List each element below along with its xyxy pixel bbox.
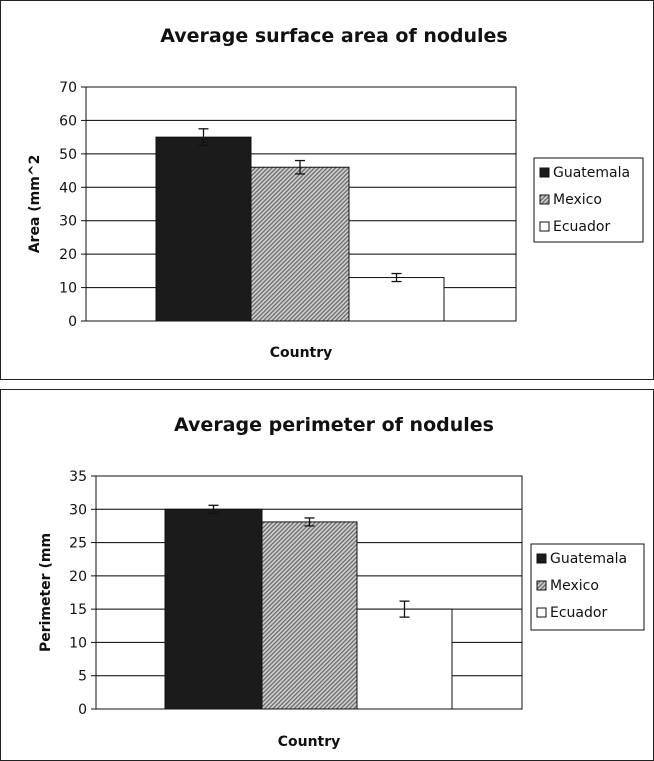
legend-swatch-mexico	[539, 194, 550, 205]
area-chart-panel: Average surface area of nodules 0 10 20 30 40…	[0, 0, 654, 380]
perimeter-chart-panel: Average perimeter of nodules 0 5 10 15 20 25 30…	[0, 389, 654, 761]
chart-title: Average surface area of nodules	[160, 25, 508, 47]
y-tick-label: 10	[69, 635, 87, 651]
y-tick-label: 70	[59, 80, 77, 96]
area-chart: Average surface area of nodules 0 10 20 30 40…	[27, 25, 644, 361]
legend-label-mexico: Mexico	[550, 578, 599, 594]
legend-label-mexico: Mexico	[553, 192, 602, 208]
y-tick-label: 0	[78, 702, 87, 718]
legend-swatch-ecuador	[536, 607, 547, 618]
legend-swatch-guatemala	[539, 167, 550, 178]
legend-label-guatemala: Guatemala	[553, 165, 630, 181]
bar-mexico	[250, 166, 350, 322]
y-tick-label: 0	[68, 314, 77, 330]
legend-label-ecuador: Ecuador	[553, 219, 610, 235]
y-tick-label: 20	[59, 247, 77, 263]
y-tick-label: 10	[59, 281, 77, 297]
legend-box	[530, 543, 645, 631]
y-tick-label: 30	[69, 502, 87, 518]
x-axis-label: Country	[278, 734, 341, 750]
bar-guatemala	[164, 508, 263, 710]
chart-title: Average perimeter of nodules	[174, 414, 494, 436]
y-tick-label: 20	[69, 569, 87, 585]
y-axis-label: Perimeter (mm	[38, 533, 54, 652]
bar-ecuador	[348, 277, 445, 322]
y-tick-label: 50	[59, 147, 77, 163]
y-axis-label: Area (mm^2	[27, 155, 43, 254]
y-tick-label: 40	[59, 180, 77, 196]
legend-label-guatemala: Guatemala	[550, 551, 627, 567]
y-tick-label: 60	[59, 113, 77, 129]
legend-swatch-guatemala	[536, 553, 547, 564]
legend-swatch-ecuador	[539, 221, 550, 232]
legend-box	[533, 157, 644, 243]
y-tick-label: 15	[69, 602, 87, 618]
legend-swatch-mexico	[536, 580, 547, 591]
y-tick-label: 30	[59, 214, 77, 230]
legend-label-ecuador: Ecuador	[550, 605, 607, 621]
bar-ecuador	[356, 608, 453, 710]
y-tick-label: 25	[69, 536, 87, 552]
y-tick-label: 5	[78, 669, 87, 685]
perimeter-chart: Average perimeter of nodules 0 5 10 15 20 25 30…	[38, 414, 645, 750]
bar-mexico	[261, 521, 358, 710]
x-axis-label: Country	[270, 345, 333, 361]
y-tick-label: 35	[69, 469, 87, 485]
bar-guatemala	[155, 136, 252, 322]
